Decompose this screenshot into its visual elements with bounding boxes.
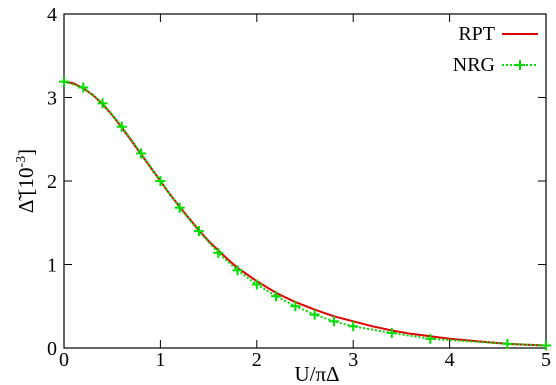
- x-axis-label: U/πΔ: [294, 362, 339, 385]
- x-tick-label-2: 2: [252, 349, 262, 371]
- series-point-nrg: [59, 76, 69, 87]
- series-point-nrg: [290, 301, 301, 312]
- y-tick-label-1: 1: [47, 255, 57, 277]
- series-point-nrg: [232, 265, 243, 276]
- series-point-nrg: [251, 279, 262, 290]
- legend-label-nrg: NRG: [453, 54, 495, 76]
- x-tick-label-1: 1: [155, 349, 165, 371]
- series-line-nrg: [63, 80, 547, 347]
- series-point-nrg: [271, 291, 282, 302]
- y-tick-label-0: 0: [47, 338, 57, 360]
- series-point-nrg: [425, 333, 436, 344]
- series-line-rpt: [63, 80, 547, 347]
- legend-marker-nrg: [515, 60, 525, 70]
- x-tick-label-0: 0: [59, 349, 69, 371]
- series-point-nrg: [541, 340, 551, 351]
- series-point-nrg: [309, 309, 320, 320]
- y-tick-label-3: 3: [47, 88, 57, 110]
- series-point-nrg: [386, 327, 397, 338]
- y-axis-label: Δ̃ [10-3]: [14, 149, 38, 213]
- x-tick-label-4: 4: [445, 349, 455, 371]
- series-point-nrg: [174, 202, 185, 213]
- series-point-nrg: [136, 148, 147, 159]
- y-axis-label-close: ]: [14, 149, 38, 156]
- y-tick-label-4: 4: [47, 4, 57, 26]
- y-ticks: 0 1 2 3 4: [47, 4, 546, 360]
- x-tick-label-5: 5: [541, 349, 551, 371]
- series-point-nrg: [328, 316, 339, 327]
- x-tick-label-3: 3: [348, 349, 358, 371]
- series-point-nrg: [193, 226, 204, 237]
- series-layer: [59, 76, 551, 351]
- y-axis-label-main: Δ̃ [10: [14, 168, 38, 214]
- series-point-nrg: [97, 98, 108, 109]
- series-point-nrg: [155, 176, 166, 186]
- series-point-nrg: [116, 121, 127, 132]
- series-point-nrg: [213, 247, 224, 258]
- legend: RPT NRG: [453, 23, 538, 76]
- y-tick-label-2: 2: [47, 171, 57, 193]
- legend-label-rpt: RPT: [458, 23, 495, 45]
- series-point-nrg: [78, 82, 89, 93]
- y-axis-label-exponent: -3: [14, 156, 29, 168]
- series-point-nrg: [348, 321, 359, 332]
- series-point-nrg: [502, 338, 513, 349]
